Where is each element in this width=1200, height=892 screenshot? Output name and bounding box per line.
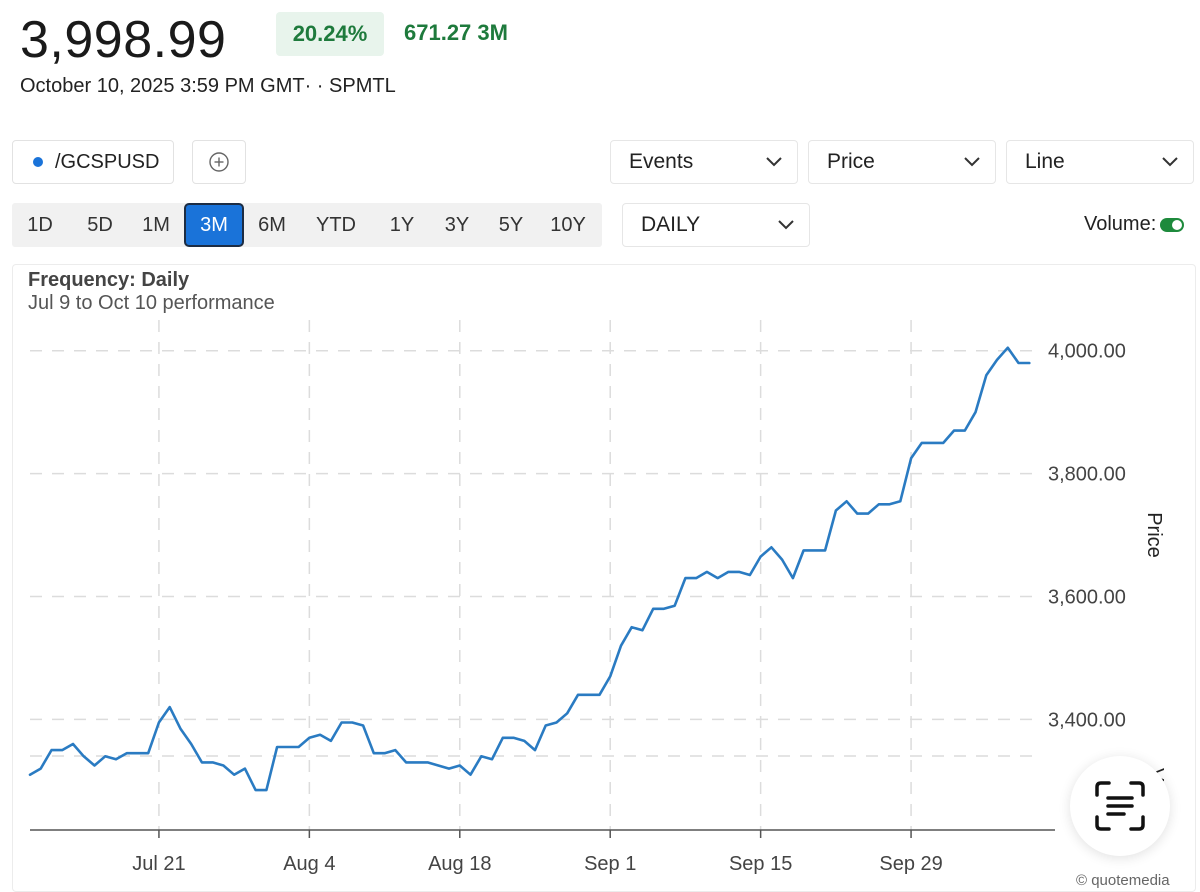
- range-button-6m[interactable]: 6M: [258, 214, 286, 236]
- chevron-down-icon: [1162, 157, 1178, 167]
- interval-dropdown-label: DAILY: [641, 213, 701, 236]
- x-tick-label: Sep 29: [879, 853, 942, 875]
- chevron-down-icon: [766, 157, 782, 167]
- y-axis-title: Price: [1143, 512, 1165, 558]
- chart-type-dropdown[interactable]: Line: [1006, 140, 1194, 184]
- series-color-dot: [33, 157, 43, 167]
- range-button-3m[interactable]: 3M: [184, 203, 244, 247]
- y-tick-label: 3,400.00: [1048, 709, 1126, 731]
- x-tick-label: Aug 4: [283, 853, 335, 875]
- range-button-10y[interactable]: 10Y: [550, 214, 586, 236]
- volume-toggle[interactable]: Volume:: [1084, 213, 1185, 236]
- quote-timestamp: October 10, 2025 3:59 PM GMT· · SPMTL: [20, 75, 396, 97]
- time-range-selector: 1D 5D 1M 3M 6M YTD 1Y 3Y 5Y 10Y: [12, 203, 602, 247]
- symbol-chip[interactable]: /GCSPUSD: [12, 140, 174, 184]
- x-tick-label: Aug 18: [428, 853, 491, 875]
- change-absolute: 671.27 3M: [404, 20, 508, 45]
- performance-range-label: Jul 9 to Oct 10 performance: [28, 292, 275, 314]
- events-dropdown-label: Events: [629, 150, 694, 173]
- range-button-5d[interactable]: 5D: [87, 214, 113, 236]
- plus-circle-icon: [209, 152, 229, 172]
- chevron-down-icon: [778, 220, 794, 230]
- x-tick-label: Sep 1: [584, 853, 636, 875]
- range-button-1m[interactable]: 1M: [142, 214, 170, 236]
- scan-text-icon: [1095, 781, 1145, 831]
- y-tick-label: 3,800.00: [1048, 464, 1126, 486]
- x-tick-label: Sep 15: [729, 853, 792, 875]
- range-button-ytd[interactable]: YTD: [316, 214, 356, 236]
- range-button-1d[interactable]: 1D: [27, 214, 53, 236]
- chart-type-dropdown-label: Line: [1025, 150, 1065, 173]
- data-credit: © quotemedia: [1076, 872, 1170, 889]
- events-dropdown[interactable]: Events: [610, 140, 798, 184]
- range-button-3y[interactable]: 3Y: [444, 214, 470, 236]
- last-price: 3,998.99: [20, 11, 227, 69]
- range-button-5y[interactable]: 5Y: [498, 214, 524, 236]
- add-comparison-button[interactable]: [192, 140, 246, 184]
- price-dropdown[interactable]: Price: [808, 140, 996, 184]
- x-tick-label: Jul 21: [132, 853, 185, 875]
- frequency-label: Frequency: Daily: [28, 269, 190, 291]
- interval-dropdown[interactable]: DAILY: [622, 203, 810, 247]
- toggle-switch-icon[interactable]: [1160, 217, 1185, 232]
- volume-label: Volume:: [1084, 213, 1157, 235]
- symbol-label: /GCSPUSD: [55, 150, 160, 173]
- price-line-series: [28, 346, 1031, 792]
- y-tick-label: 3,600.00: [1048, 587, 1126, 609]
- y-tick-label: 4,000.00: [1048, 341, 1126, 363]
- range-button-1y[interactable]: 1Y: [389, 214, 415, 236]
- chevron-down-icon: [964, 157, 980, 167]
- price-dropdown-label: Price: [827, 150, 875, 173]
- scan-text-button[interactable]: [1070, 756, 1170, 856]
- change-percent-badge: 20.24%: [276, 12, 384, 56]
